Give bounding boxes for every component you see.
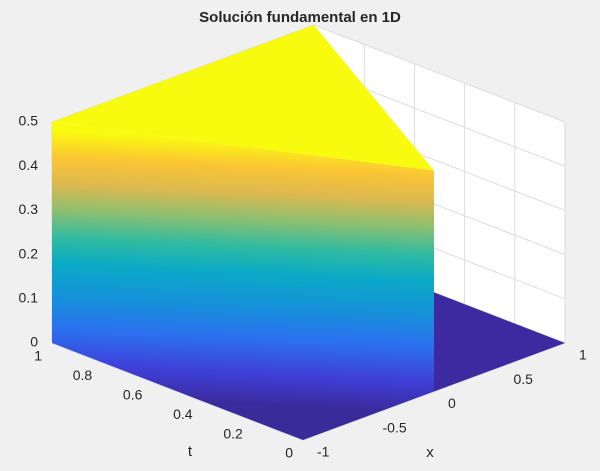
t-axis-label: t [188,443,193,460]
x-axis-label: x [426,444,434,461]
t-tick-label: 0.8 [73,367,93,383]
x-tick-label: 0 [448,395,456,411]
x-tick-label: -0.5 [383,419,407,435]
x-tick-label: 0.5 [514,371,534,387]
z-tick-label: 0.2 [19,245,39,261]
chart-title: Solución fundamental en 1D [199,9,401,26]
t-tick-label: 0.2 [223,425,243,441]
grid-line [313,24,566,123]
x-tick-label: -1 [317,444,330,460]
z-tick-label: 0 [30,334,38,350]
t-tick-label: 0.6 [123,387,143,403]
t-tick-label: 0 [285,445,293,461]
z-tick-label: 0.3 [19,201,39,217]
t-tick-label: 0.4 [173,406,193,422]
t-tick-label: 1 [34,348,42,364]
z-tick-label: 0.4 [19,157,39,173]
z-tick-label: 0.5 [19,113,39,129]
surface-face [52,122,434,440]
surface-top [52,25,434,171]
x-tick-label: 1 [579,347,587,363]
z-tick-label: 0.1 [19,290,39,306]
